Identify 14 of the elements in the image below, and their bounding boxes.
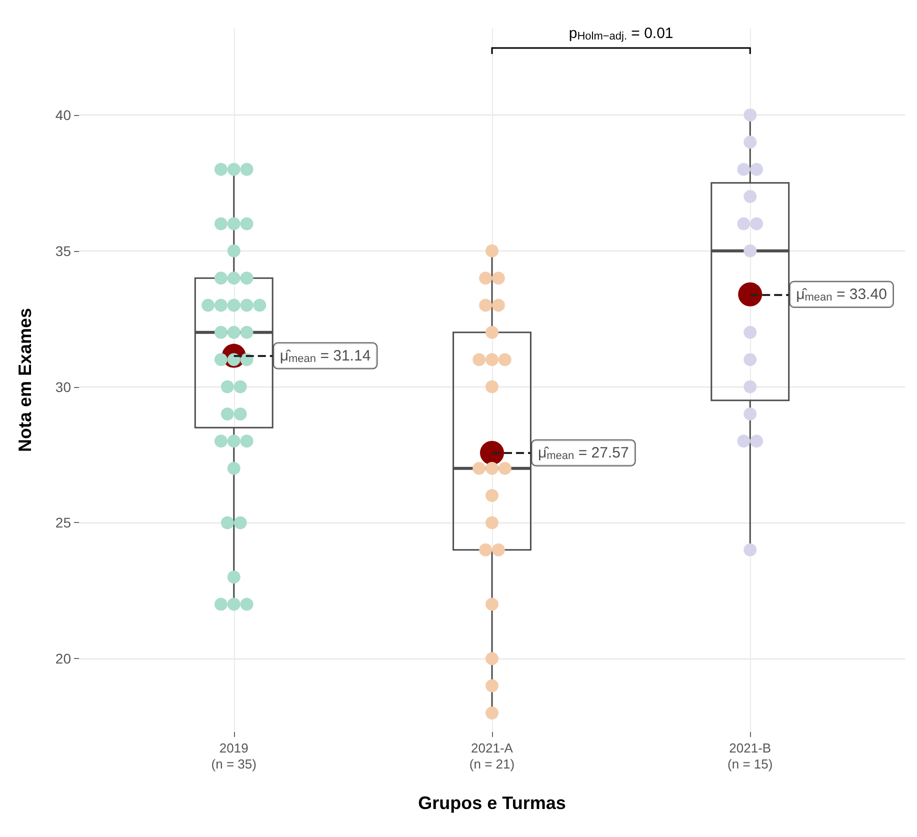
- x-tick-label: 2021-B (n = 15): [728, 740, 773, 772]
- x-tick-label: 2021-A (n = 21): [469, 740, 515, 772]
- annotation: μ̂mean = 33.40: [796, 286, 887, 304]
- y-tick-label: 35: [55, 242, 72, 259]
- y-tick-label: 30: [55, 378, 72, 395]
- annotation: μ̂mean = 31.14: [280, 347, 371, 365]
- y-tick-label: 20: [55, 650, 72, 667]
- annotation: μ̂mean = 27.57: [538, 444, 629, 462]
- y-axis-title: Nota em Exames: [15, 308, 35, 452]
- annotation: pHolm−adj. = 0.01: [568, 25, 674, 42]
- x-axis-title: Grupos e Turmas: [418, 793, 566, 813]
- x-tick-label: 2019 (n = 35): [211, 740, 256, 772]
- y-tick-label: 40: [55, 106, 72, 123]
- y-tick-label: 25: [55, 514, 72, 531]
